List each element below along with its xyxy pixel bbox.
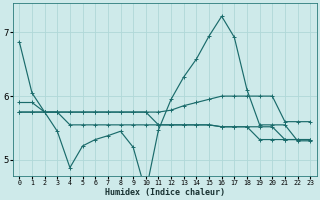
X-axis label: Humidex (Indice chaleur): Humidex (Indice chaleur) — [105, 188, 225, 197]
